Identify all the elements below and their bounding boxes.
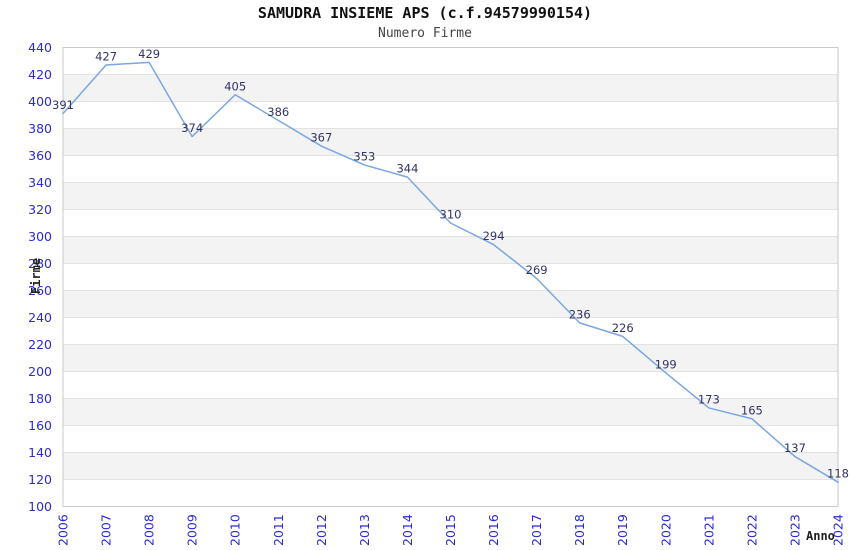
plot-band (63, 317, 838, 345)
y-tick-label: 280 (28, 256, 52, 271)
y-tick-label: 140 (28, 445, 52, 460)
y-tick-label: 240 (28, 310, 52, 325)
point-label: 427 (95, 50, 117, 64)
y-tick-label: 180 (28, 391, 52, 406)
y-tick-label: 120 (28, 472, 52, 487)
point-label: 405 (224, 79, 246, 93)
x-tick-label: 2022 (744, 514, 759, 546)
x-tick-label: 2014 (400, 514, 415, 546)
y-axis-title: Firme (29, 257, 43, 295)
point-label: 294 (483, 229, 505, 243)
plot-band (63, 425, 838, 453)
plot-band (63, 101, 838, 129)
point-label: 310 (440, 208, 462, 222)
point-label: 386 (267, 105, 289, 119)
y-tick-label: 360 (28, 148, 52, 163)
y-tick-label: 220 (28, 337, 52, 352)
chart-title: SAMUDRA INSIEME APS (c.f.94579990154) (257, 4, 593, 22)
plot-band (63, 371, 838, 399)
x-tick-label: 2018 (572, 514, 587, 546)
x-tick-label: 2013 (357, 514, 372, 546)
plot-border (62, 47, 839, 507)
series-line (62, 61, 839, 483)
y-tick-label: 100 (28, 499, 52, 514)
plot-band (63, 74, 838, 102)
x-tick-label: 2020 (658, 514, 673, 546)
plot-band (63, 479, 838, 507)
point-label: 226 (612, 321, 634, 335)
chart-subtitle: Numero Firme (378, 26, 472, 41)
y-tick-label: 300 (28, 229, 52, 244)
plot-band (63, 182, 838, 210)
y-tick-label: 440 (28, 40, 52, 55)
plot-band (63, 452, 838, 480)
y-tick-label: 420 (28, 67, 52, 82)
x-tick-label: 2012 (314, 514, 329, 546)
point-label: 391 (52, 98, 74, 112)
x-axis-title: Anno (806, 529, 835, 543)
point-label: 236 (569, 307, 591, 321)
x-tick-label: 2011 (271, 514, 286, 546)
x-tick-label: 2015 (443, 514, 458, 546)
y-tick-label: 260 (28, 283, 52, 298)
point-label: 269 (526, 263, 548, 277)
y-tick-label: 340 (28, 175, 52, 190)
point-label: 137 (784, 441, 806, 455)
y-tick-label: 200 (28, 364, 52, 379)
y-tick-label: 160 (28, 418, 52, 433)
plot-band (63, 398, 838, 426)
y-tick-label: 400 (28, 94, 52, 109)
x-tick-label: 2019 (615, 514, 630, 546)
point-label: 173 (698, 392, 720, 406)
x-tick-label: 2006 (56, 514, 71, 546)
plot-band (63, 47, 838, 75)
point-label: 353 (353, 149, 375, 163)
y-tick-label: 320 (28, 202, 52, 217)
plot-band (63, 236, 838, 264)
x-tick-label: 2021 (701, 514, 716, 546)
point-label: 429 (138, 47, 160, 61)
point-label: 344 (396, 162, 418, 176)
x-tick-label: 2023 (787, 514, 802, 546)
x-tick-label: 2009 (185, 514, 200, 546)
y-tick-label: 380 (28, 121, 52, 136)
x-tick-label: 2016 (486, 514, 501, 546)
plot-band (63, 155, 838, 183)
x-tick-label: 2017 (529, 514, 544, 546)
plot-band (63, 128, 838, 156)
plot-band (63, 344, 838, 372)
x-tick-label: 2007 (99, 514, 114, 546)
plot-band (63, 290, 838, 318)
plot-band (63, 263, 838, 291)
point-label: 374 (181, 121, 203, 135)
x-tick-label: 2008 (142, 514, 157, 546)
point-label: 118 (827, 467, 849, 481)
point-label: 199 (655, 357, 677, 371)
x-tick-label: 2024 (831, 514, 846, 546)
point-label: 165 (741, 403, 763, 417)
x-tick-label: 2010 (228, 514, 243, 546)
point-label: 367 (310, 131, 332, 145)
